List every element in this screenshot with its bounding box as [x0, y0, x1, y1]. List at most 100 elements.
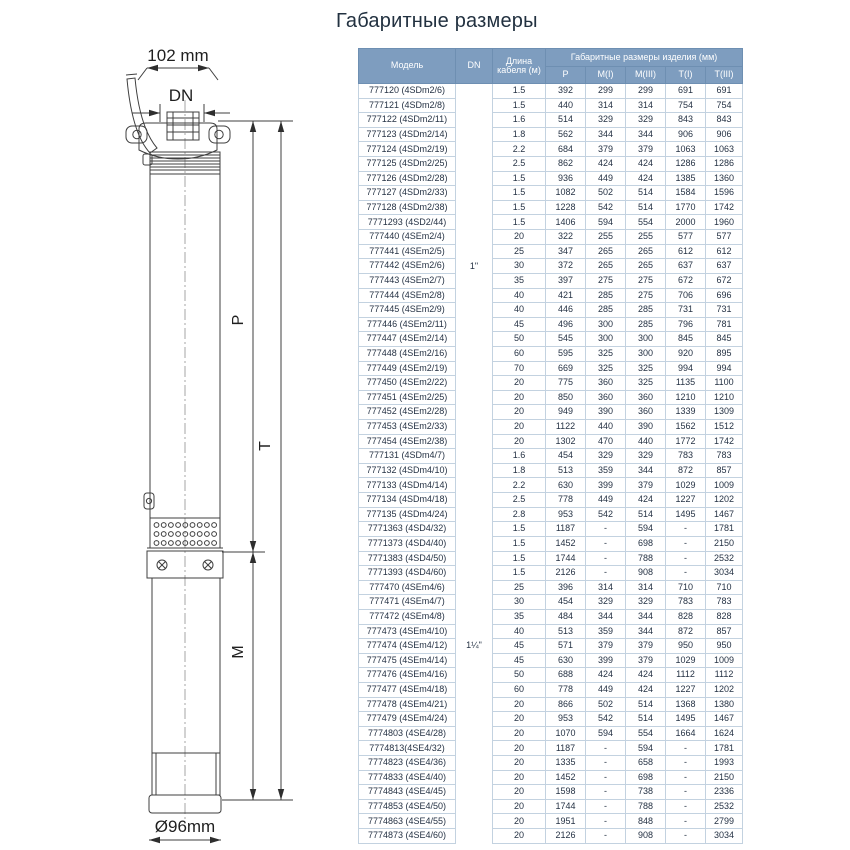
cable-cell: 1.5: [492, 214, 546, 231]
col-header-m3: M(III): [625, 66, 666, 84]
p-cell: 595: [545, 345, 586, 362]
dimension-dn: [132, 104, 230, 122]
dim-label-dn: DN: [169, 86, 194, 105]
p-cell: 1452: [545, 535, 586, 552]
t1-cell: 731: [665, 302, 706, 318]
p-cell: 2126: [545, 828, 586, 844]
cable-cell: 1.5: [492, 83, 546, 99]
t3-cell: 1512: [705, 419, 743, 435]
t3-cell: 691: [705, 83, 743, 99]
m3-cell: 314: [625, 97, 666, 114]
strainer-hole: [189, 531, 196, 537]
m3-cell: 440: [625, 433, 666, 450]
dn-cell: 1": [455, 83, 493, 449]
p-cell: 484: [545, 608, 586, 625]
dimension-p-m: [249, 121, 257, 800]
table-row: 777453 (4SEm2/33) 20 1122 440 390 1562 1512: [358, 419, 743, 435]
t1-cell: -: [665, 784, 706, 800]
p-cell: 1744: [545, 798, 586, 815]
suction-strainer: [149, 517, 221, 549]
model-cell: 777452 (4SEm2/28): [358, 404, 456, 421]
strainer-hole: [204, 531, 210, 537]
cable-cell: 40: [492, 287, 546, 304]
m3-cell: 554: [625, 214, 666, 231]
t3-cell: 1467: [705, 711, 743, 727]
dimension-diameter: [149, 836, 221, 844]
cable-cell: 30: [492, 594, 546, 610]
t1-cell: -: [665, 521, 706, 537]
m1-cell: 399: [585, 477, 626, 494]
m3-cell: 554: [625, 725, 666, 742]
strainer-hole: [182, 531, 189, 537]
m3-cell: 424: [625, 156, 666, 172]
model-cell: 7771383 (4SD4/50): [358, 550, 456, 567]
t3-cell: 637: [705, 258, 743, 274]
table-row: 777443 (4SEm2/7) 35 397 275 275 672 672: [358, 272, 743, 289]
t1-cell: 710: [665, 579, 706, 596]
table-row: 777479 (4SEm4/24) 20 953 542 514 1495 1467: [358, 711, 743, 727]
power-cable: [126, 77, 158, 154]
cable-cell: 40: [492, 302, 546, 318]
m1-cell: 390: [585, 404, 626, 421]
pump-head: [125, 122, 231, 160]
p-cell: 866: [545, 696, 586, 713]
table-row: 777451 (4SEm2/25) 20 850 360 360 1210 1210: [358, 389, 743, 406]
cable-cell: 50: [492, 331, 546, 347]
t1-cell: 2000: [665, 214, 706, 231]
p-cell: 953: [545, 711, 586, 727]
m1-cell: 359: [585, 462, 626, 479]
model-cell: 777126 (4SDm2/28): [358, 170, 456, 187]
dim-label-m: M: [230, 645, 247, 658]
t3-cell: 672: [705, 272, 743, 289]
t3-cell: 950: [705, 638, 743, 654]
table-row: 7774813(4SE4/32) 20 1187-594-1781: [358, 740, 743, 757]
cable-cell: 2.5: [492, 492, 546, 508]
t3-cell: 2150: [705, 769, 743, 786]
model-cell: 777446 (4SEm2/11): [358, 316, 456, 333]
cable-cell: 1.6: [492, 112, 546, 128]
cable-cell: 1.5: [492, 521, 546, 537]
m1-cell: 360: [585, 375, 626, 391]
t3-cell: 783: [705, 594, 743, 610]
m3-cell: 329: [625, 448, 666, 464]
dim-label-t: T: [257, 441, 274, 451]
m3-cell: 788: [625, 550, 666, 567]
m1-cell: 325: [585, 360, 626, 377]
p-cell: 949: [545, 404, 586, 421]
p-cell: 850: [545, 389, 586, 406]
table-row: 7774803 (4SE4/28) 20 1070 594 554 1664 1624: [358, 725, 743, 742]
table-row: 777470 (4SEm4/6) 25 396 314 314 710 710: [358, 579, 743, 596]
cable-cell: 20: [492, 725, 546, 742]
t3-cell: 1202: [705, 492, 743, 508]
t1-cell: 1029: [665, 652, 706, 669]
m3-cell: 594: [625, 521, 666, 537]
m3-cell: 390: [625, 419, 666, 435]
table-row: 777445 (4SEm2/9) 40 446 285 285 731 731: [358, 302, 743, 318]
p-cell: 322: [545, 229, 586, 245]
cable-cell: 60: [492, 345, 546, 362]
t3-cell: 857: [705, 623, 743, 640]
t1-cell: 637: [665, 258, 706, 274]
t1-cell: 1135: [665, 375, 706, 391]
t1-cell: 828: [665, 608, 706, 625]
table-row: 7771293 (4SD2/44) 1.5 1406 594 554 2000 1960: [358, 214, 743, 231]
table-row: 777126 (4SDm2/28) 1.5 936 449 424 1385 1360: [358, 170, 743, 187]
t1-cell: 1495: [665, 711, 706, 727]
model-cell: 777122 (4SDm2/11): [358, 112, 456, 128]
p-cell: 1335: [545, 755, 586, 771]
m1-cell: 542: [585, 506, 626, 523]
t1-cell: 754: [665, 97, 706, 114]
t1-cell: 1584: [665, 185, 706, 201]
model-cell: 7771393 (4SD4/60): [358, 565, 456, 581]
strainer-hole: [196, 540, 203, 546]
dim-label-102mm: 102 mm: [147, 46, 208, 65]
t1-cell: 1770: [665, 199, 706, 216]
t3-cell: 3034: [705, 828, 743, 844]
t1-cell: -: [665, 769, 706, 786]
strainer-hole: [211, 540, 218, 546]
model-cell: 777471 (4SEm4/7): [358, 594, 456, 610]
m1-cell: 285: [585, 302, 626, 318]
m1-cell: 325: [585, 345, 626, 362]
dim-label-diameter: Ø96mm: [155, 817, 215, 836]
model-cell: 7771373 (4SD4/40): [358, 535, 456, 552]
